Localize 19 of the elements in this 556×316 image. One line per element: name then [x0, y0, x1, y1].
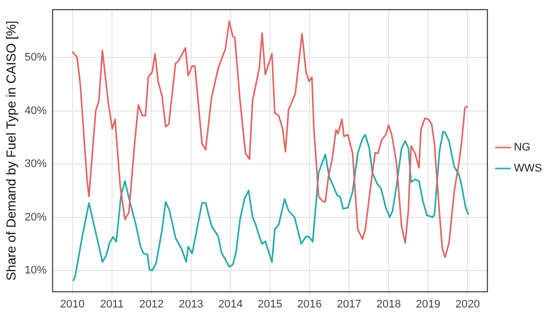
y-tick-label: 20%: [24, 211, 47, 224]
legend-label: WWS: [514, 162, 542, 175]
x-tick-label: 2010: [60, 298, 85, 310]
y-axis-title: Share of Demand by Fuel Type in CAISO [%]: [3, 20, 18, 281]
x-tick-label: 2019: [416, 298, 440, 310]
x-tick-label: 2017: [336, 298, 362, 310]
x-tick-label: 2012: [139, 298, 164, 310]
x-tick-label: 2016: [297, 298, 322, 310]
y-tick-label: 10%: [24, 264, 47, 277]
x-tick-label: 2014: [218, 298, 243, 310]
y-tick-label: 30%: [24, 158, 47, 170]
legend-label: NG: [514, 142, 530, 154]
x-tick-label: 2018: [376, 298, 401, 310]
y-tick-label: 40%: [24, 104, 47, 117]
x-tick-label: 2015: [258, 298, 282, 310]
x-tick-label: 2020: [455, 298, 480, 310]
x-tick-label: 2011: [100, 298, 124, 310]
y-tick-label: 50%: [24, 52, 47, 64]
x-tick-label: 2013: [178, 298, 204, 310]
